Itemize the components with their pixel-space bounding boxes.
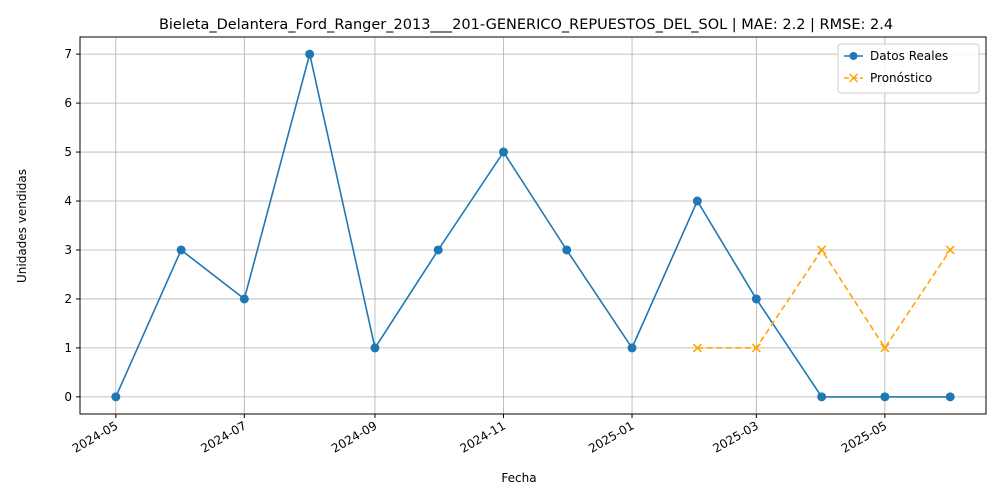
y-tick-label: 5 bbox=[64, 145, 72, 159]
series-line-datos-reales bbox=[115, 53, 951, 398]
data-point bbox=[433, 245, 443, 255]
chart-title: Bieleta_Delantera_Ford_Ranger_2013___201… bbox=[159, 17, 893, 33]
series-datos-reales bbox=[111, 49, 955, 402]
y-tick-label: 2 bbox=[64, 292, 72, 306]
series-pronostico bbox=[692, 245, 955, 353]
grid bbox=[80, 37, 986, 414]
forecast-point bbox=[817, 245, 827, 255]
data-point bbox=[176, 245, 186, 255]
axis-ticks: 0 1 2 3 4 5 6 7 2024-05 2024-07 2024-09 2024-11 2025… bbox=[64, 47, 889, 456]
x-tick-label: 2025-05 bbox=[839, 418, 889, 455]
y-tick-label: 3 bbox=[64, 243, 72, 257]
x-tick-label: 2024-09 bbox=[329, 418, 379, 455]
data-point bbox=[370, 343, 380, 353]
data-point bbox=[562, 245, 572, 255]
data-point bbox=[305, 49, 315, 59]
y-tick-label: 7 bbox=[64, 47, 72, 61]
series-layer bbox=[111, 49, 955, 402]
data-point bbox=[692, 196, 702, 206]
forecast-point bbox=[692, 343, 702, 353]
x-axis-label: Fecha bbox=[501, 471, 536, 485]
data-point bbox=[111, 392, 121, 402]
y-tick-label: 0 bbox=[64, 390, 72, 404]
legend-box bbox=[837, 43, 980, 94]
data-point bbox=[880, 392, 890, 402]
y-tick-label: 1 bbox=[64, 341, 72, 355]
y-tick-label: 4 bbox=[64, 194, 72, 208]
data-point bbox=[239, 294, 249, 304]
forecast-point bbox=[751, 343, 761, 353]
y-tick-label: 6 bbox=[64, 96, 72, 110]
x-tick-label: 2024-07 bbox=[198, 418, 248, 455]
data-point bbox=[945, 392, 955, 402]
plot-frame bbox=[79, 36, 987, 415]
data-point bbox=[751, 294, 761, 304]
x-tick-label: 2025-03 bbox=[710, 418, 760, 455]
legend-marker-pronostico bbox=[848, 73, 859, 83]
data-point bbox=[499, 147, 509, 157]
y-axis-label: Unidades vendidas bbox=[15, 169, 29, 283]
x-tick-label: 2024-11 bbox=[458, 418, 508, 455]
legend-label-datos-reales: Datos Reales bbox=[870, 49, 948, 63]
legend: Datos Reales Pronóstico bbox=[837, 43, 980, 94]
data-point bbox=[627, 343, 637, 353]
x-tick-label: 2025-01 bbox=[586, 418, 636, 455]
x-tick-label: 2024-05 bbox=[70, 418, 120, 455]
legend-label-pronostico: Pronóstico bbox=[870, 71, 932, 85]
legend-marker-datos-reales bbox=[849, 52, 858, 60]
forecast-point bbox=[945, 245, 955, 255]
forecast-point bbox=[880, 343, 890, 353]
data-point bbox=[817, 392, 827, 402]
